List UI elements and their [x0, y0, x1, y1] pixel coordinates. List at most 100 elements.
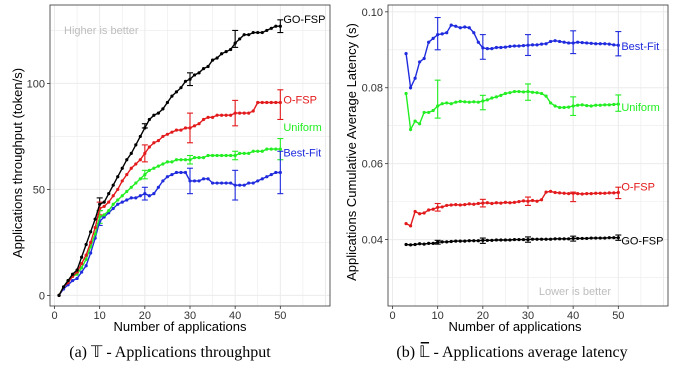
data-point-go-fsp — [535, 237, 539, 241]
x-tick-label: 10 — [432, 310, 444, 322]
data-point-go-fsp — [512, 237, 517, 242]
y-tick-label: 0.08 — [362, 83, 383, 95]
data-point-go-fsp — [224, 50, 228, 54]
data-point-uniform — [197, 156, 201, 160]
data-point-uniform — [431, 108, 435, 113]
data-point-uniform — [256, 149, 260, 153]
data-point-best-fit — [431, 36, 435, 41]
data-point-o-fsp — [161, 134, 165, 139]
data-point-go-fsp — [463, 239, 467, 243]
data-point-o-fsp — [490, 201, 494, 206]
data-point-best-fit — [567, 41, 571, 45]
data-point-go-fsp — [183, 79, 188, 83]
data-point-uniform — [585, 103, 589, 108]
data-point-o-fsp — [206, 115, 210, 119]
data-point-o-fsp — [580, 192, 584, 196]
data-point-o-fsp — [179, 128, 183, 132]
data-point-o-fsp — [508, 201, 512, 205]
data-point-o-fsp — [111, 194, 115, 198]
data-point-best-fit — [404, 51, 408, 56]
data-point-best-fit — [192, 179, 197, 183]
y-tick-label: 100 — [27, 78, 45, 90]
data-point-uniform — [265, 147, 269, 151]
data-point-uniform — [220, 153, 224, 158]
data-point-go-fsp — [242, 33, 246, 37]
data-point-o-fsp — [481, 201, 485, 205]
data-point-o-fsp — [445, 203, 449, 208]
data-point-best-fit — [530, 43, 535, 47]
data-point-go-fsp — [152, 113, 156, 117]
data-point-uniform — [607, 103, 611, 107]
data-point-go-fsp — [454, 239, 458, 243]
data-point-best-fit — [576, 40, 580, 44]
data-point-go-fsp — [70, 272, 75, 276]
data-point-o-fsp — [165, 132, 170, 136]
data-point-best-fit — [215, 181, 219, 185]
data-point-best-fit — [152, 192, 156, 196]
data-point-best-fit — [436, 33, 440, 37]
data-point-o-fsp — [598, 191, 602, 195]
chart-latency: 0 10 20 30 40 50 0.04 0.06 0.08 0.10 Best-Fit Unifo… — [344, 4, 669, 334]
data-point-uniform — [278, 147, 282, 151]
y-tick-label: 0.04 — [362, 235, 383, 247]
x-tick-label: 0 — [51, 310, 57, 322]
data-point-go-fsp — [576, 236, 580, 241]
data-point-go-fsp — [445, 240, 449, 244]
data-point-go-fsp — [571, 236, 575, 241]
data-point-best-fit — [260, 177, 264, 181]
data-point-o-fsp — [585, 192, 589, 196]
data-point-best-fit — [463, 25, 467, 29]
data-point-best-fit — [607, 42, 611, 46]
data-point-best-fit — [408, 86, 413, 90]
data-point-uniform — [530, 90, 535, 94]
x-tick-label: 40 — [229, 310, 241, 322]
data-point-uniform — [165, 160, 170, 164]
data-point-best-fit — [278, 170, 282, 175]
data-point-best-fit — [558, 39, 562, 44]
data-point-best-fit — [571, 41, 575, 45]
data-point-uniform — [476, 100, 480, 104]
data-point-go-fsp — [98, 202, 102, 206]
data-point-o-fsp — [408, 224, 413, 228]
data-point-best-fit — [274, 170, 278, 175]
data-point-best-fit — [485, 47, 489, 51]
data-point-go-fsp — [147, 117, 151, 122]
data-point-uniform — [548, 101, 553, 105]
data-point-uniform — [440, 102, 444, 106]
data-point-go-fsp — [143, 126, 147, 130]
data-point-go-fsp — [427, 241, 431, 245]
data-point-uniform — [147, 168, 151, 172]
y-axis-title-latency: Applications Cumulative Average Latency … — [344, 23, 359, 281]
data-point-uniform — [422, 110, 426, 115]
data-point-o-fsp — [576, 192, 580, 196]
data-point-best-fit — [517, 44, 521, 48]
data-point-go-fsp — [256, 30, 260, 35]
data-point-o-fsp — [197, 122, 201, 126]
data-point-best-fit — [134, 196, 138, 200]
data-point-uniform — [224, 153, 228, 158]
data-point-go-fsp — [526, 237, 530, 242]
data-point-o-fsp — [567, 192, 571, 196]
series-label-o-fsp: O-FSP — [621, 182, 655, 194]
data-point-best-fit — [594, 42, 598, 46]
series-best-fit: Best-Fit — [404, 23, 659, 91]
data-point-o-fsp — [116, 187, 120, 192]
y-axis-title-throughput: Applications throughput (token/s) — [10, 68, 25, 258]
data-point-go-fsp — [544, 237, 548, 241]
data-point-uniform — [138, 177, 142, 181]
data-point-best-fit — [458, 26, 462, 30]
data-point-o-fsp — [485, 201, 489, 205]
data-point-best-fit — [70, 278, 75, 283]
data-point-uniform — [404, 91, 408, 96]
data-point-best-fit — [179, 170, 183, 175]
data-point-uniform — [603, 103, 607, 107]
data-point-best-fit — [147, 194, 151, 198]
data-point-best-fit — [233, 183, 237, 187]
data-point-uniform — [494, 95, 498, 99]
data-point-go-fsp — [57, 293, 61, 298]
data-point-best-fit — [188, 179, 192, 183]
data-point-best-fit — [512, 44, 517, 48]
data-point-best-fit — [494, 45, 498, 50]
data-point-o-fsp — [233, 111, 237, 115]
